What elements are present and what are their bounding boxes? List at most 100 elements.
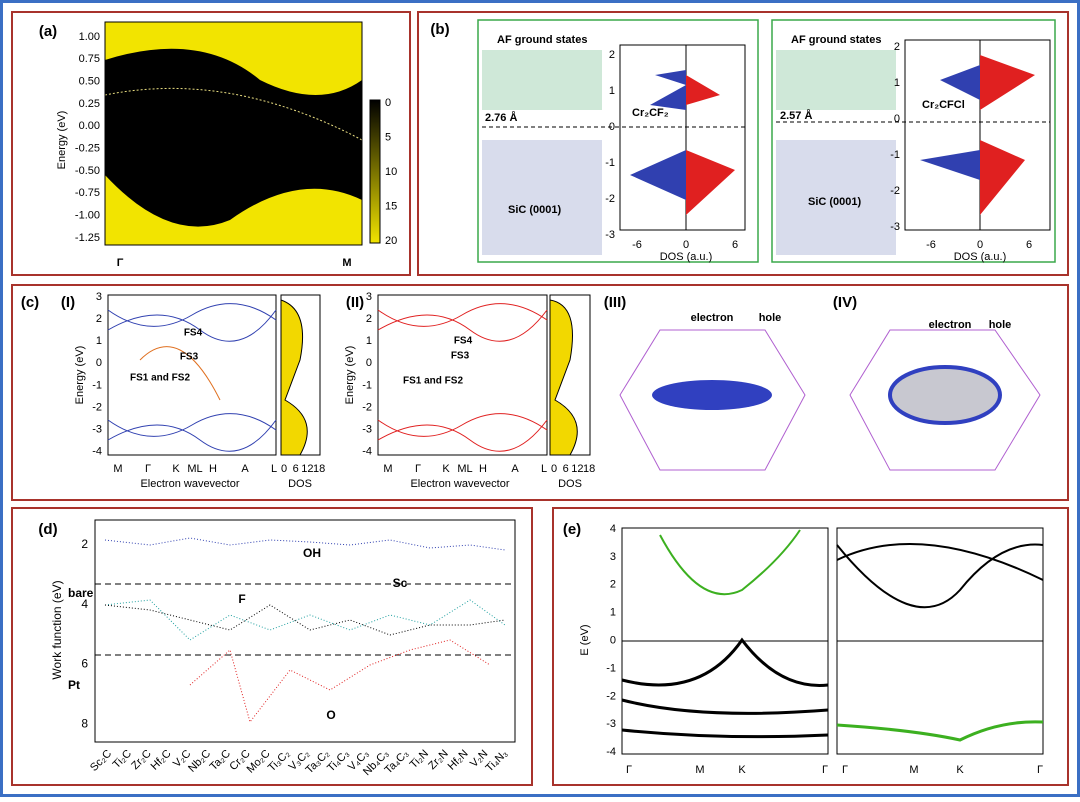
- x-axis-label: Electron wavevector: [140, 478, 239, 490]
- colorbar-tick: 10: [385, 166, 397, 178]
- x-label: Γ: [1037, 764, 1043, 776]
- x-label: L: [271, 463, 277, 475]
- y-tick-label: 2: [81, 537, 88, 551]
- panel-c-graphics: [107, 294, 1041, 471]
- y-tick-label: 2: [96, 313, 102, 325]
- y-tick-label: 0.50: [79, 76, 100, 88]
- subpanel-label: (I): [61, 294, 75, 311]
- x-label: Γ: [842, 764, 848, 776]
- dos-tick: 12: [571, 463, 583, 475]
- x-tick-label: 6: [1026, 239, 1032, 251]
- x-label: Γ: [145, 463, 151, 475]
- y-tick-label: 3: [366, 291, 372, 303]
- category-label: Ti₂C: [111, 748, 134, 771]
- y-tick-label: -4: [606, 746, 616, 758]
- colorbar-tick: 5: [385, 131, 391, 143]
- y-tick-label: -2: [362, 401, 372, 413]
- x-label: K: [172, 463, 180, 475]
- panel-b-graphics: [477, 19, 1056, 263]
- y-tick-label: 0.25: [79, 98, 100, 110]
- y-axis-label: Energy (eV): [56, 111, 68, 170]
- x-label: M: [909, 764, 918, 776]
- category-label: Ti₂N: [408, 748, 431, 771]
- y-tick-label: -3: [606, 718, 616, 730]
- y-tick-label: -3: [605, 229, 615, 241]
- annotation: electron: [929, 319, 972, 331]
- y-tick-label: -1: [606, 662, 616, 674]
- dos-tick: 6: [563, 463, 569, 475]
- annotation: FS3: [451, 351, 470, 362]
- y-tick-label: -0.75: [75, 187, 100, 199]
- annotation: FS4: [454, 336, 473, 347]
- y-axis-label: E (eV): [579, 624, 591, 655]
- subpanel-label: (IV): [833, 294, 857, 311]
- y-tick-label: 1: [366, 335, 372, 347]
- x-label: Γ: [415, 463, 421, 475]
- panel-d-graphics: [94, 519, 516, 743]
- x-label: Γ: [117, 257, 124, 269]
- x-tick-label: 0: [683, 239, 689, 251]
- substrate: SiC (0001): [508, 204, 562, 216]
- annotation: FS1 and FS2: [130, 373, 190, 384]
- category-label: Hf₂N: [446, 748, 471, 773]
- y-tick-label: -3: [362, 424, 372, 436]
- y-tick-label: 2: [609, 49, 615, 61]
- x-label: Γ: [626, 764, 632, 776]
- annotation: F: [238, 592, 245, 606]
- y-tick-label: -1.00: [75, 210, 100, 222]
- panel-label: (e): [563, 521, 581, 538]
- x-tick-label: -6: [632, 239, 642, 251]
- x-label: H: [209, 463, 217, 475]
- subpanel-label: (III): [604, 294, 627, 311]
- y-tick-label: 1: [894, 77, 900, 89]
- y-tick-label: -3: [890, 221, 900, 233]
- compound: Cr₂CF₂: [632, 107, 669, 119]
- panel-borders: [11, 11, 1069, 786]
- panel-label: (b): [430, 21, 449, 38]
- subpanel-label: (II): [346, 294, 364, 311]
- y-tick-label: -2: [890, 185, 900, 197]
- category-label: Mo₂C: [245, 748, 273, 776]
- distance: 2.57 Å: [780, 109, 812, 122]
- substrate: SiC (0001): [808, 196, 862, 208]
- y-tick-label: 1: [610, 607, 616, 619]
- y-tick-label: -0.50: [75, 165, 100, 177]
- x-axis-label: DOS (a.u.): [954, 251, 1007, 263]
- y-tick-label: -1: [362, 379, 372, 391]
- category-label: Hf₂C: [149, 748, 174, 773]
- y-tick-label: 2: [366, 313, 372, 325]
- dos-tick: 18: [313, 463, 325, 475]
- y-axis-label: Energy (eV): [344, 346, 356, 405]
- annotation: FS4: [184, 328, 203, 339]
- y-tick-label: 0.00: [79, 120, 100, 132]
- x-label: A: [241, 463, 249, 475]
- annotation: FS3: [180, 352, 199, 363]
- y-tick-label: -1.25: [75, 232, 100, 244]
- distance: 2.76 Å: [485, 111, 517, 124]
- y-tick-label: 0: [894, 113, 900, 125]
- category-label: Ta₂C: [208, 748, 233, 773]
- category-label: Sc₂C: [88, 748, 114, 774]
- annotation: FS1 and FS2: [403, 376, 463, 387]
- dos-label: DOS: [558, 478, 582, 490]
- y-tick-label: 2: [894, 41, 900, 53]
- x-label: M: [342, 257, 351, 269]
- annotation: bare: [68, 586, 94, 600]
- y-tick-label: -0.25: [75, 143, 100, 155]
- x-tick-label: 6: [732, 239, 738, 251]
- category-label: Ti₃C₂: [266, 748, 292, 774]
- annotation: Sc: [393, 576, 408, 590]
- y-tick-label: -3: [92, 424, 102, 436]
- category-label: Zr₂C: [129, 748, 154, 773]
- y-tick-label: -2: [92, 401, 102, 413]
- panel-label: (c): [21, 294, 39, 311]
- dos-tick: 0: [551, 463, 557, 475]
- y-tick-label: 8: [81, 716, 88, 730]
- structure-title: AF ground states: [791, 34, 881, 46]
- y-tick-label: 0.75: [79, 53, 100, 65]
- y-tick-label: 0: [96, 357, 102, 369]
- x-tick-label: -6: [926, 239, 936, 251]
- colorbar-tick: 15: [385, 200, 397, 212]
